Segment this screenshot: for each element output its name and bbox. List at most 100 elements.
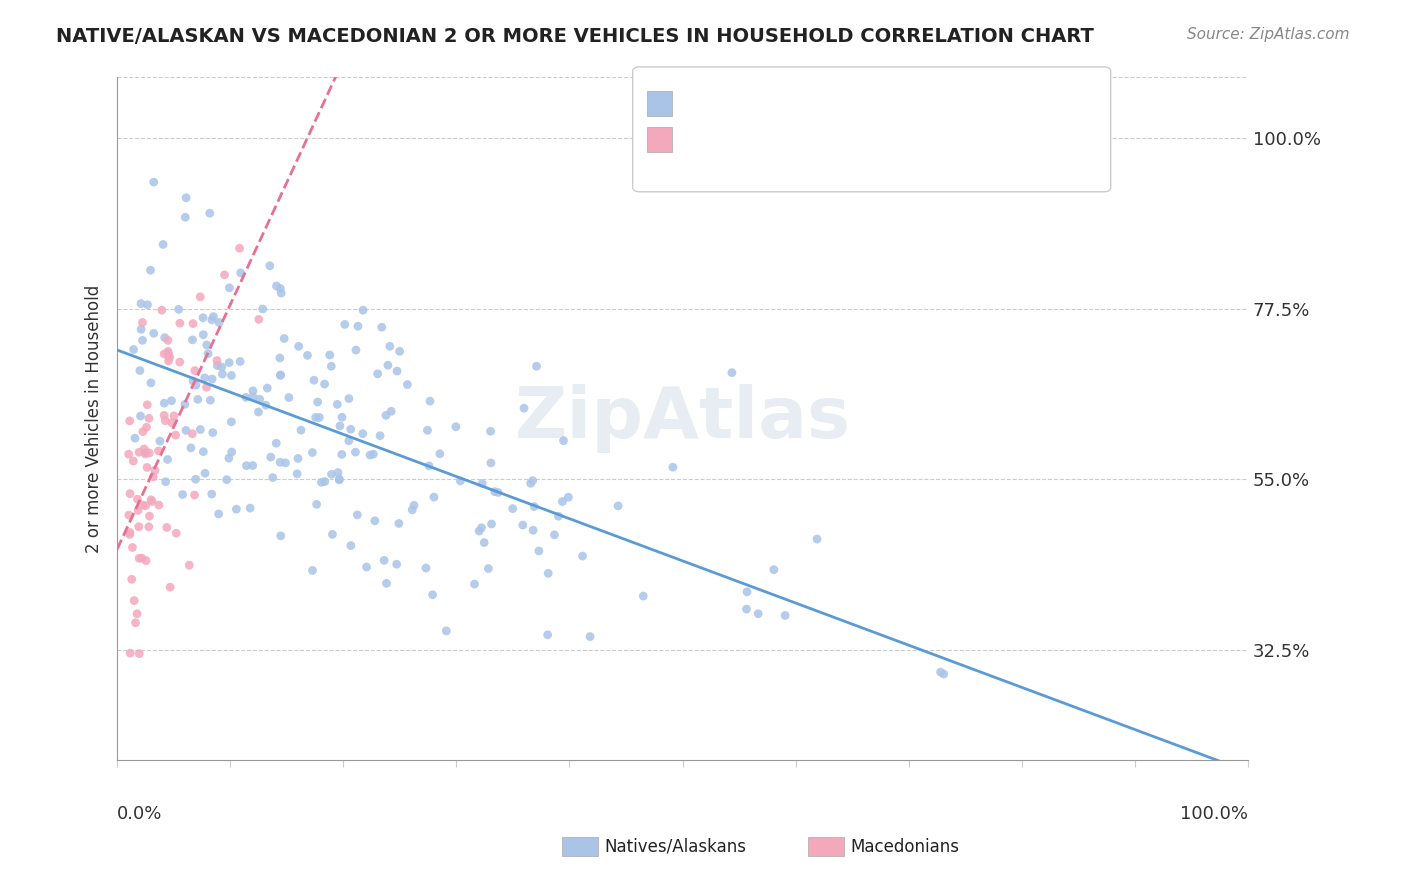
Point [262,470,284,484]
Point [207,359,229,373]
Point [235,390,257,404]
Y-axis label: 2 or more Vehicles in Household: 2 or more Vehicles in Household [86,285,103,553]
Point [329,419,352,434]
Point [571,549,593,563]
Point [169,355,191,369]
Point [285,467,308,481]
Text: 0.0%: 0.0% [117,805,163,823]
Point [159,580,181,594]
Point [141,494,163,508]
Point [124,431,146,445]
Point [218,356,240,370]
Point [139,492,162,507]
Point [380,404,402,418]
Point [118,447,141,461]
Point [347,319,370,334]
Point [136,298,159,312]
Point [201,425,224,440]
Point [124,615,146,630]
Point [932,667,955,681]
Point [522,523,544,537]
Point [138,509,160,524]
Point [314,475,336,489]
Point [319,348,342,362]
Text: N =: N = [830,129,869,147]
Point [321,467,343,482]
Text: 100.0%: 100.0% [1180,805,1249,823]
Point [134,442,156,456]
Point [174,191,197,205]
Point [142,470,165,484]
Point [197,346,219,360]
Point [121,572,143,586]
Point [180,441,202,455]
Point [159,351,181,365]
Point [122,343,145,357]
Point [337,434,360,448]
Point [136,398,159,412]
Point [155,414,177,428]
Point [157,348,180,362]
Point [139,376,162,390]
Point [479,456,502,470]
Point [543,528,565,542]
Point [201,313,224,327]
Point [352,303,374,318]
Point [169,316,191,330]
Point [183,488,205,502]
Point [242,384,264,398]
Text: Source: ZipAtlas.com: Source: ZipAtlas.com [1187,27,1350,42]
Point [221,415,243,429]
Point [337,392,360,406]
Point [125,607,148,621]
Point [239,501,262,516]
Point [181,317,204,331]
Point [174,397,197,411]
Point [762,563,785,577]
Point [523,500,546,514]
Point [553,434,575,448]
Point [127,503,149,517]
Point [195,380,218,394]
Point [415,561,437,575]
Point [290,423,312,437]
Point [194,467,217,481]
Text: -0.556: -0.556 [735,94,800,112]
Point [205,353,228,368]
Point [157,354,180,368]
Point [388,516,411,531]
Point [287,451,309,466]
Text: 197: 197 [876,94,914,112]
Point [373,553,395,567]
Point [321,359,343,374]
Point [547,509,569,524]
Point [557,490,579,504]
Point [165,526,187,541]
Point [266,279,288,293]
Point [277,391,299,405]
Point [375,576,398,591]
Point [118,414,141,428]
Point [307,395,329,409]
Point [153,347,176,361]
Point [156,346,179,360]
Point [321,527,343,541]
Point [138,411,160,425]
Point [218,451,240,466]
Point [142,326,165,341]
Point [128,520,150,534]
Point [155,475,177,489]
Point [333,318,356,332]
Point [359,448,381,462]
Point [150,303,173,318]
Point [193,444,215,458]
Point [242,390,264,404]
Point [314,377,336,392]
Point [270,286,292,301]
Point [429,447,451,461]
Point [274,456,297,470]
Point [202,310,225,324]
Point [449,474,471,488]
Point [225,502,247,516]
Point [221,368,243,383]
